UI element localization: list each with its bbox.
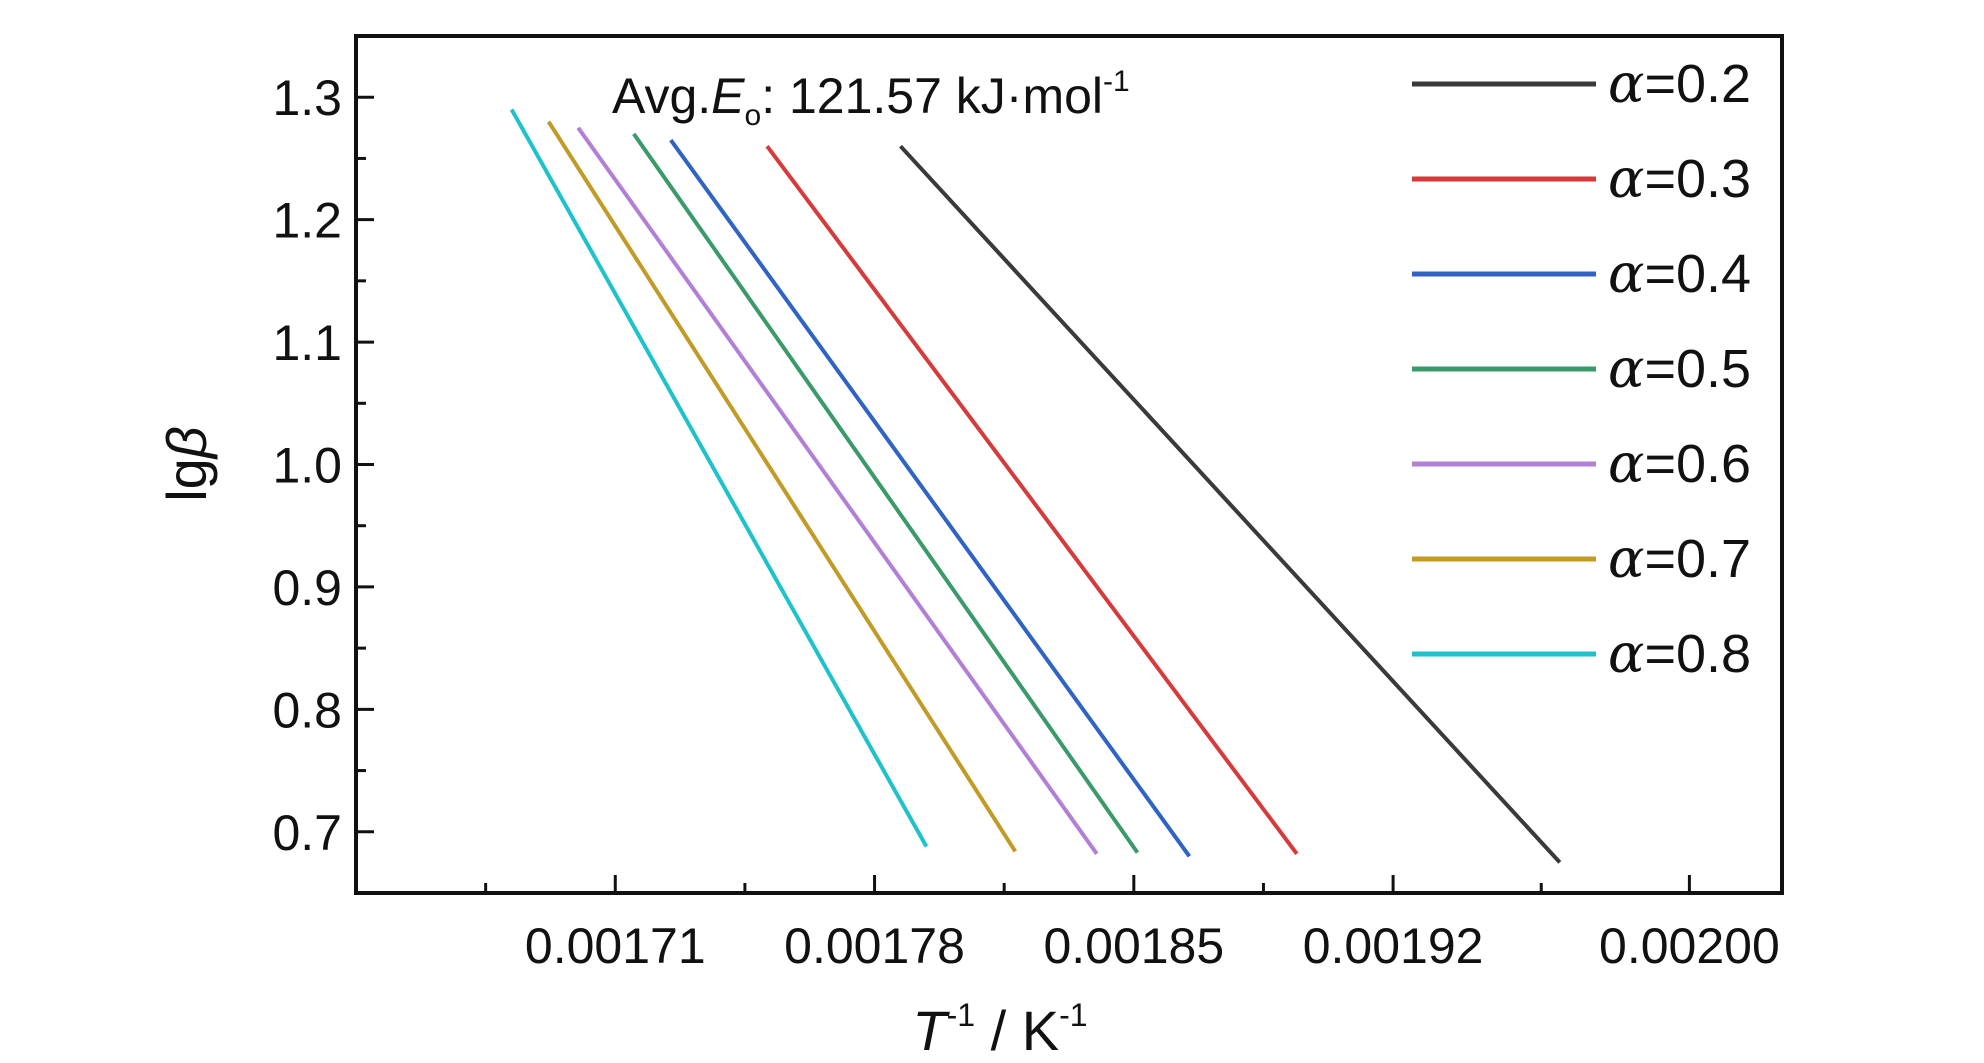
x-tick-label: 0.00200: [1599, 918, 1780, 974]
y-axis-ticks: 0.7 0.8 0.9 1.0 1.1 1.2 1.3: [272, 70, 374, 861]
legend: α=0.2 α=0.3 α=0.4 α=0.5 α=0.6 α=0.7 α=0.8: [1412, 52, 1751, 685]
legend-label: α=0.6: [1608, 432, 1751, 495]
series-line-2: [765, 145, 1299, 855]
x-tick-label: 0.00192: [1303, 918, 1484, 974]
y-tick-label: 0.8: [272, 682, 342, 738]
legend-label: α=0.8: [1608, 622, 1751, 685]
x-axis-ticks: 0.00171 0.00178 0.00185 0.00192 0.00200: [484, 875, 1780, 974]
x-tick-label: 0.00178: [784, 918, 965, 974]
series-line-6: [546, 120, 1017, 853]
series-line-1: [899, 144, 1562, 864]
legend-label: α=0.3: [1608, 147, 1751, 210]
legend-label: α=0.2: [1608, 52, 1751, 115]
y-axis-title: lgβ: [155, 426, 218, 502]
legend-label: α=0.5: [1608, 337, 1751, 400]
series-line-4: [632, 132, 1140, 854]
y-tick-label: 1.2: [272, 193, 342, 249]
y-tick-label: 1.1: [272, 315, 342, 371]
legend-label: α=0.4: [1608, 242, 1751, 305]
series-line-3: [669, 138, 1192, 858]
y-tick-label: 0.7: [272, 805, 342, 861]
x-axis-title: T-1 / K-1: [912, 997, 1087, 1062]
y-tick-label: 0.9: [272, 560, 342, 616]
y-tick-label: 1.3: [272, 70, 342, 126]
series-line-7: [509, 108, 929, 848]
x-tick-label: 0.00185: [1043, 918, 1224, 974]
x-tick-label: 0.00171: [525, 918, 706, 974]
y-tick-label: 1.0: [272, 438, 342, 494]
series-line-5: [576, 126, 1099, 855]
series-layer: [509, 108, 1562, 864]
annotation-avg-eo: Avg.Eo: 121.57 kJ·mol-1: [612, 65, 1130, 132]
legend-label: α=0.7: [1608, 527, 1751, 590]
